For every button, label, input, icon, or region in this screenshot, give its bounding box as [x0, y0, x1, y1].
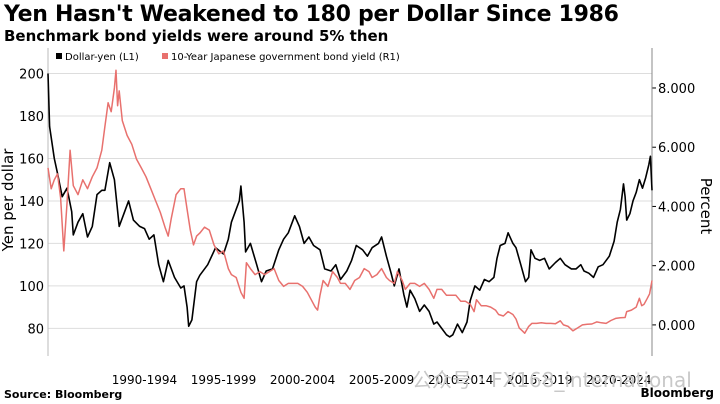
y-left-tick-label: 160	[19, 152, 44, 167]
axes: 80 100 120 140 160 180 200 0.000 2.000 4.000 6.000…	[19, 48, 695, 387]
x-tick-label: 1995-1999	[191, 373, 256, 387]
y-left-tick-label: 200	[19, 67, 44, 82]
y-right-tick-label: 8.000	[658, 82, 695, 97]
legend-label-dollar-yen: Dollar-yen (L1)	[65, 52, 139, 63]
y-left-tick-label: 120	[19, 237, 44, 252]
x-tick-label: 2010-2014	[428, 373, 493, 387]
watermark-text: 公众号 · FX168_international	[412, 368, 692, 392]
y-axis-left-label: Yen per dollar	[0, 148, 18, 252]
y-left-tick-label: 180	[19, 110, 44, 125]
x-tick-label: 2000-2004	[270, 373, 335, 387]
x-tick-label: 2015-2019	[507, 373, 572, 387]
y-left-tick-label: 80	[27, 322, 44, 337]
series-line-jgb-yield	[47, 69, 653, 334]
legend: Dollar-yen (L1) 10-Year Japanese governme…	[56, 52, 400, 63]
series-group	[47, 69, 653, 338]
y-right-tick-label: 2.000	[658, 260, 695, 275]
y-left-tick-label: 100	[19, 280, 44, 295]
legend-label-jgb: 10-Year Japanese government bond yield (…	[171, 52, 400, 63]
legend-swatch-jgb	[162, 53, 168, 59]
y-right-tick-label: 6.000	[658, 141, 695, 156]
source-note: Source: Bloomberg	[4, 388, 123, 401]
x-tick-label: 2005-2009	[349, 373, 414, 387]
x-tick-label: 2020-2024	[586, 373, 651, 387]
chart-subtitle: Benchmark bond yields were around 5% the…	[4, 27, 389, 45]
y-axis-right-label: Percent	[697, 177, 715, 235]
gridlines	[48, 72, 652, 329]
brand-logo-text: Bloomberg	[640, 386, 715, 400]
y-right-tick-label: 4.000	[658, 200, 695, 215]
series-line-dollar-yen	[47, 73, 653, 338]
chart-title: Yen Hasn't Weakened to 180 per Dollar Si…	[4, 2, 619, 27]
legend-swatch-dollar-yen	[56, 53, 62, 59]
y-right-tick-label: 0.000	[658, 319, 695, 334]
y-left-tick-label: 140	[19, 195, 44, 210]
x-tick-label: 1990-1994	[112, 373, 177, 387]
